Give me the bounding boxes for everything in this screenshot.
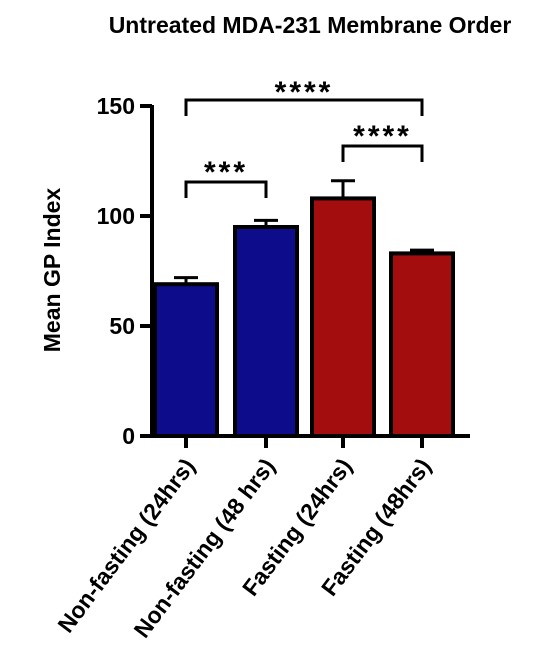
bars-group (153, 196, 455, 439)
significance-bracket-3 (184, 98, 424, 116)
chart-title: Untreated MDA-231 Membrane Order (109, 12, 512, 38)
bar-2 (233, 225, 299, 438)
y-tick-label: 150 (97, 93, 135, 119)
significance-brackets-group: *********** (184, 76, 424, 198)
y-tick-label: 50 (109, 313, 135, 339)
bar-1 (153, 282, 219, 439)
error-bar-2 (254, 218, 278, 227)
x-tick-label: Non-fasting (48 hrs) (128, 453, 279, 642)
error-bar-1 (174, 276, 198, 285)
x-tick-label: Non-fasting (24hrs) (52, 453, 200, 637)
bar-3 (310, 196, 376, 438)
y-tick-label: 0 (122, 423, 135, 449)
significance-bracket-1 (184, 180, 268, 198)
y-tick-label: 100 (97, 203, 135, 229)
error-bar-3 (331, 179, 355, 199)
error-bars-group (174, 179, 434, 285)
bar-4 (389, 251, 455, 438)
y-axis-label: Mean GP Index (39, 188, 65, 353)
significance-bracket-2 (341, 144, 424, 162)
significance-label-1: *** (204, 156, 248, 189)
significance-label-2: **** (353, 120, 412, 153)
significance-label-3: **** (275, 76, 334, 109)
error-bar-4 (410, 248, 434, 254)
